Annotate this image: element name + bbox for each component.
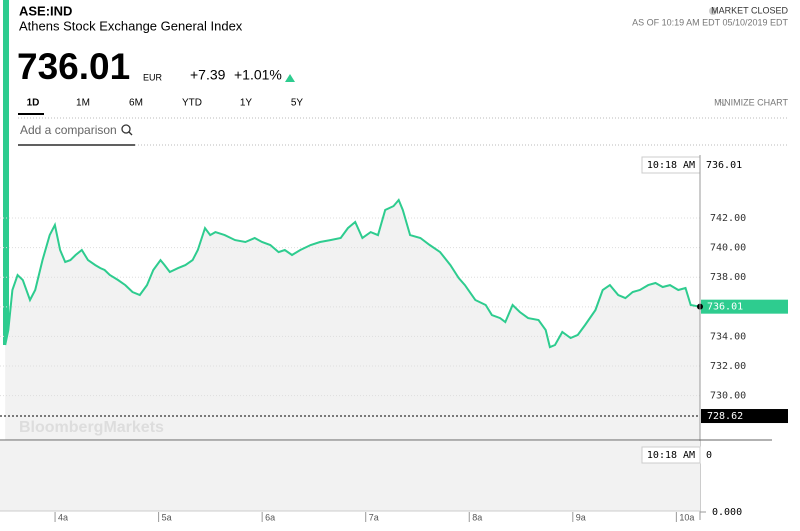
x-tick-label: 4a bbox=[58, 512, 68, 522]
watermark: BloombergMarkets bbox=[19, 419, 164, 436]
y-tick-label: 738.00 bbox=[710, 272, 746, 283]
as-of: AS OF 10:19 AM EDT 05/10/2019 EDT bbox=[632, 17, 788, 27]
y-tick-label: 740.00 bbox=[710, 243, 746, 254]
y-tick-label: 730.00 bbox=[710, 391, 746, 402]
minimize-icon[interactable]: ⤡ bbox=[718, 97, 725, 107]
ticker: ASE:IND bbox=[19, 3, 72, 18]
previous-close-label: 728.62 bbox=[707, 411, 743, 422]
plot: 730.00732.00734.00736.00738.00740.00742.… bbox=[0, 155, 788, 522]
up-arrow bbox=[285, 74, 295, 82]
volume-time: 10:18 AM bbox=[647, 450, 695, 461]
comparison-input[interactable]: Add a comparison bbox=[20, 123, 117, 137]
tab[interactable]: 1D bbox=[27, 98, 40, 109]
tab[interactable]: 1Y bbox=[240, 98, 253, 109]
volume-value: 0 bbox=[706, 450, 712, 461]
tab-underline bbox=[18, 113, 44, 115]
tab[interactable]: 1M bbox=[76, 98, 90, 109]
tab[interactable]: 5Y bbox=[291, 98, 304, 109]
y-tick-label: 734.00 bbox=[710, 331, 746, 342]
x-tick-label: 10a bbox=[679, 512, 694, 522]
search-icon bbox=[128, 131, 133, 136]
x-tick-label: 8a bbox=[472, 512, 482, 522]
change-pct: +1.01% bbox=[234, 67, 282, 83]
price: 736.01 bbox=[17, 46, 130, 87]
change: +7.39 bbox=[190, 67, 226, 83]
previous-close-box bbox=[701, 409, 788, 424]
last-value-box bbox=[701, 299, 788, 314]
tabs: 1D 1M 6M YTD 1Y 5Y bbox=[27, 98, 304, 109]
volume-tick-label: 0.000 bbox=[712, 507, 742, 518]
x-tick-label: 7a bbox=[369, 512, 379, 522]
x-tick-label: 9a bbox=[576, 512, 586, 522]
tab[interactable]: YTD bbox=[182, 98, 202, 109]
x-tick-label: 5a bbox=[162, 512, 172, 522]
volume-time-box bbox=[641, 446, 701, 464]
x-tick-label: 6a bbox=[265, 512, 275, 522]
last-time: 10:18 AM bbox=[647, 160, 695, 171]
volume-panel bbox=[0, 441, 700, 511]
status-dot bbox=[709, 7, 717, 15]
currency: EUR bbox=[143, 72, 163, 82]
last-value-top: 736.01 bbox=[706, 160, 742, 171]
y-tick-label: 742.00 bbox=[710, 213, 746, 224]
accent-bar bbox=[3, 0, 9, 345]
index-name: Athens Stock Exchange General Index bbox=[19, 18, 243, 33]
last-value-label: 736.01 bbox=[707, 302, 743, 313]
y-tick-label: 732.00 bbox=[710, 361, 746, 372]
minimize-chart[interactable]: MINIMIZE CHART bbox=[714, 97, 788, 107]
price-line bbox=[4, 198, 701, 349]
market-status: MARKET CLOSED bbox=[711, 5, 788, 15]
search-icon[interactable] bbox=[121, 124, 131, 134]
tab[interactable]: 6M bbox=[129, 98, 143, 109]
area-fill bbox=[5, 200, 701, 440]
